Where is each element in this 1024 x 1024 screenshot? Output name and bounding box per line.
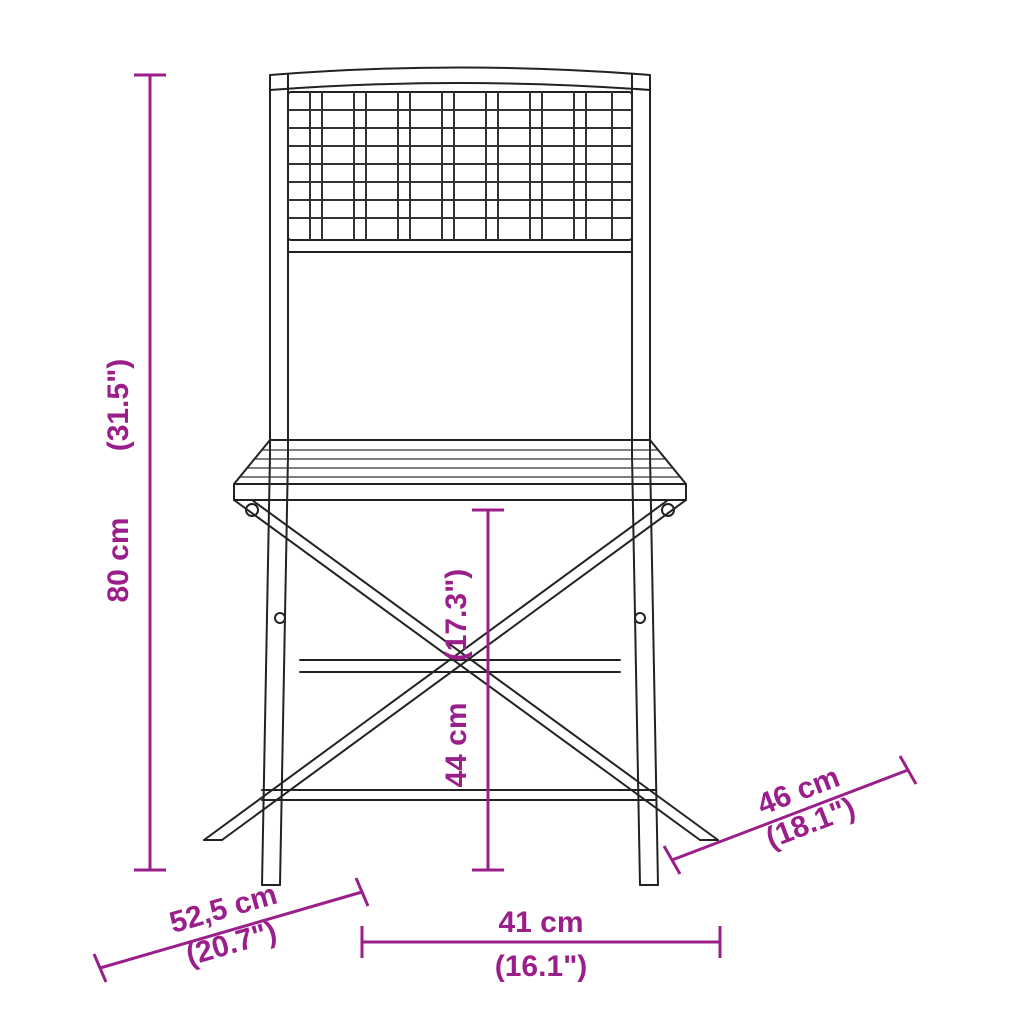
dim-seat-height-in: (17.3") xyxy=(440,569,473,662)
seat-slats xyxy=(234,440,686,500)
dimension-diagram: 80 cm (31.5") 44 cm (17.3") 46 cm (18.1"… xyxy=(0,0,1024,1024)
dim-seat-height-label: 44 cm xyxy=(440,702,473,787)
dim-width: 41 cm (16.1") xyxy=(362,906,720,983)
dim-overall-depth: 52,5 cm (20.7") xyxy=(94,878,368,982)
dim-width-in: (16.1") xyxy=(495,950,588,983)
dim-angled-depth: 46 cm (18.1") xyxy=(664,756,916,874)
dim-width-label: 41 cm xyxy=(498,906,583,939)
rattan-weave xyxy=(288,92,632,240)
dim-total-height: 80 cm (31.5") xyxy=(102,75,166,870)
dim-total-height-in: (31.5") xyxy=(102,359,135,452)
dim-total-height-label: 80 cm xyxy=(102,517,135,602)
